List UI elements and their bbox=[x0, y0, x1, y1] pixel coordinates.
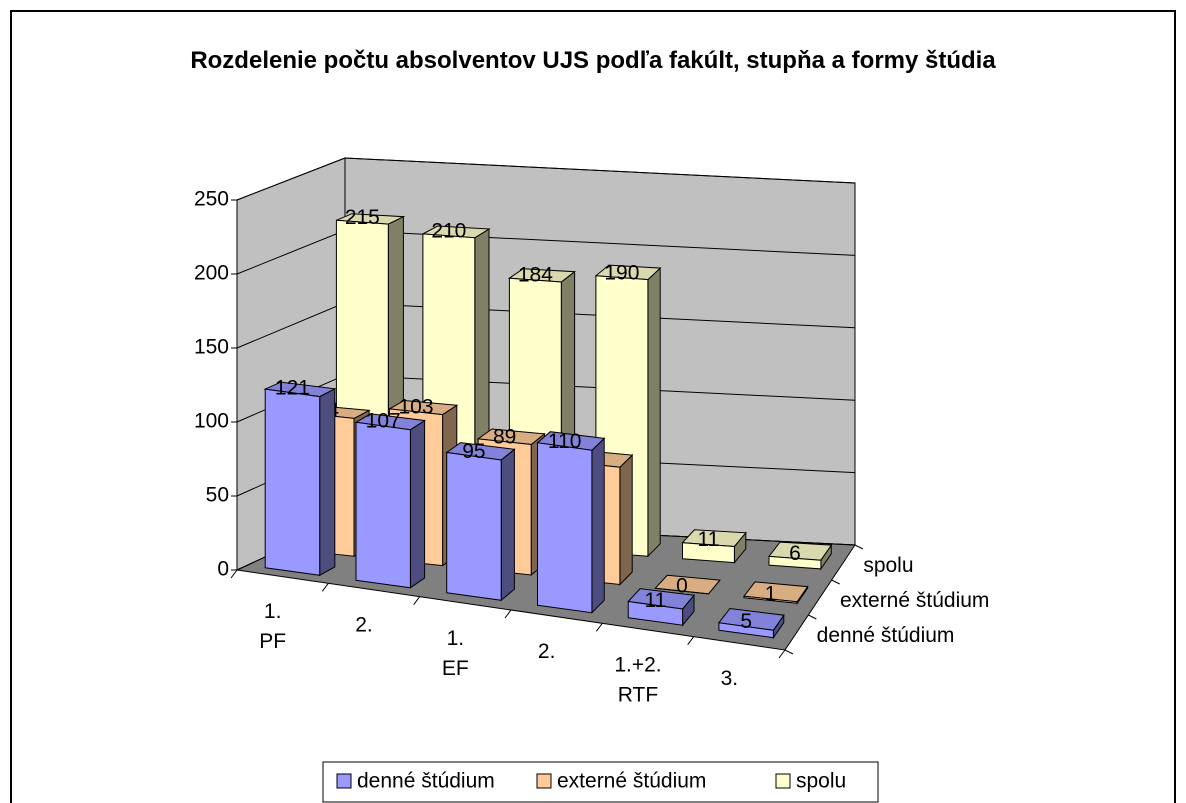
depth-tick bbox=[808, 614, 817, 620]
x-tick bbox=[413, 596, 421, 605]
depth-label: spolu bbox=[863, 554, 913, 577]
y-tick-label: 50 bbox=[206, 484, 229, 507]
value-label: 190 bbox=[604, 261, 639, 284]
value-label: 5 bbox=[740, 610, 752, 633]
bar-front bbox=[264, 388, 321, 576]
legend-swatch bbox=[775, 773, 791, 789]
y-tick-label: 100 bbox=[194, 410, 229, 433]
depth-tick bbox=[831, 579, 840, 585]
bar-side bbox=[500, 448, 515, 602]
bar-front bbox=[768, 555, 822, 570]
depth-label: denné štúdium bbox=[817, 624, 955, 647]
x-tick-label: 2. bbox=[538, 640, 556, 663]
chart-title: Rozdelenie počtu absolventov UJS podľa f… bbox=[190, 47, 996, 74]
value-label: 0 bbox=[676, 575, 688, 598]
value-label: 184 bbox=[518, 264, 553, 287]
bar-front bbox=[446, 451, 502, 601]
bar bbox=[354, 413, 427, 589]
bar bbox=[594, 264, 662, 558]
x-tick-label: 2. bbox=[355, 614, 373, 637]
x-tick-label: 1.+2. bbox=[614, 654, 661, 677]
bar bbox=[445, 442, 516, 602]
x-tick-label: RTF bbox=[618, 684, 658, 707]
value-label: 103 bbox=[399, 395, 434, 418]
bar-front bbox=[355, 421, 411, 589]
x-tick-label: 1. bbox=[264, 600, 282, 623]
legend-label: externé štúdium bbox=[557, 770, 706, 793]
value-label: 1 bbox=[765, 583, 777, 606]
grid-line bbox=[236, 157, 856, 201]
legend-label: spolu bbox=[796, 770, 846, 793]
y-tick-label: 200 bbox=[194, 262, 229, 285]
legend-swatch bbox=[536, 773, 552, 789]
depth-label: externé štúdium bbox=[840, 589, 989, 612]
bar-side bbox=[591, 437, 605, 614]
value-label: 11 bbox=[698, 528, 720, 551]
x-tick bbox=[321, 583, 329, 592]
value-label: 121 bbox=[275, 376, 310, 399]
value-label: 89 bbox=[493, 425, 516, 448]
value-label: 210 bbox=[431, 219, 466, 242]
value-label: 95 bbox=[462, 440, 485, 463]
bar bbox=[717, 607, 785, 640]
x-tick-label: 3. bbox=[721, 667, 739, 690]
value-label: 6 bbox=[789, 542, 801, 565]
y-tick-label: 250 bbox=[194, 188, 229, 211]
bar-side bbox=[409, 419, 426, 589]
x-tick bbox=[687, 636, 695, 645]
legend-label: denné štúdium bbox=[357, 770, 495, 793]
bar bbox=[681, 529, 747, 564]
x-tick-label: 1. bbox=[447, 627, 465, 650]
x-tick bbox=[595, 623, 603, 632]
value-label: 110 bbox=[548, 430, 581, 453]
value-label: 11 bbox=[645, 589, 667, 612]
bar-side bbox=[619, 453, 633, 586]
bar bbox=[627, 588, 695, 627]
bar bbox=[263, 381, 337, 577]
y-tick-label: 0 bbox=[217, 558, 229, 581]
x-tick bbox=[504, 609, 512, 619]
bar-side bbox=[647, 266, 661, 558]
bar bbox=[654, 574, 721, 595]
value-label: 107 bbox=[366, 410, 401, 433]
value-label: 215 bbox=[345, 206, 380, 229]
bar-front bbox=[627, 600, 684, 626]
legend-swatch bbox=[336, 773, 352, 789]
depth-tick bbox=[854, 544, 864, 550]
bar-side bbox=[319, 387, 336, 577]
y-tick-label: 150 bbox=[194, 336, 229, 359]
bar-front bbox=[718, 622, 774, 639]
bar bbox=[743, 581, 809, 605]
bar-front bbox=[537, 442, 593, 614]
bar-front bbox=[655, 587, 709, 595]
x-tick bbox=[778, 649, 786, 659]
x-tick-label: PF bbox=[259, 630, 286, 653]
bar-front bbox=[682, 542, 735, 564]
x-tick-label: EF bbox=[442, 657, 469, 680]
x-tick bbox=[230, 569, 238, 579]
bar bbox=[536, 431, 606, 614]
bar-front bbox=[743, 595, 798, 604]
depth-tick bbox=[784, 649, 794, 655]
bar bbox=[768, 541, 833, 571]
